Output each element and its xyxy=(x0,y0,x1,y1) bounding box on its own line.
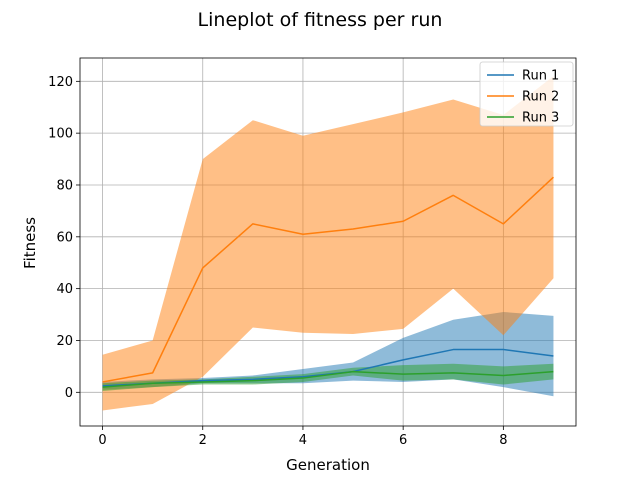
legend-box xyxy=(479,61,574,127)
y-tick-label: 80 xyxy=(56,178,73,193)
confidence-bands xyxy=(102,76,554,411)
y-tick-label: 40 xyxy=(56,282,73,297)
run-3-band xyxy=(102,363,554,392)
x-tick-label: 2 xyxy=(199,433,207,448)
x-tick-label: 8 xyxy=(499,433,507,448)
series-lines xyxy=(102,176,554,388)
y-tick-label: 20 xyxy=(56,334,73,349)
y-tick-label: 60 xyxy=(56,230,73,245)
y-tick-label: 120 xyxy=(48,75,73,90)
x-tick-label: 0 xyxy=(98,433,106,448)
y-tick-label: 0 xyxy=(65,386,73,401)
plot-frame xyxy=(79,57,577,427)
run-2-band xyxy=(102,76,554,411)
x-axis-label: Generation xyxy=(286,456,370,474)
legend: Run 1 Run 2 Run 3 xyxy=(479,61,574,127)
y-tick-label: 100 xyxy=(48,127,73,142)
run-1-legend-label: Run 1 xyxy=(522,69,559,84)
plot-area xyxy=(79,57,577,427)
chart-title: Lineplot of fitness per run xyxy=(198,9,443,31)
x-tick-label: 6 xyxy=(399,433,407,448)
y-axis-label: Fitness xyxy=(21,217,39,269)
x-axis-ticks: 0 2 4 6 8 xyxy=(98,426,507,448)
y-axis-ticks: 0 20 40 60 80 100 120 xyxy=(48,75,80,401)
run-2-legend-label: Run 2 xyxy=(522,90,559,105)
run-2-line xyxy=(102,176,554,383)
run-3-legend-label: Run 3 xyxy=(522,111,559,126)
run-3-line xyxy=(102,370,554,388)
x-tick-label: 4 xyxy=(299,433,307,448)
